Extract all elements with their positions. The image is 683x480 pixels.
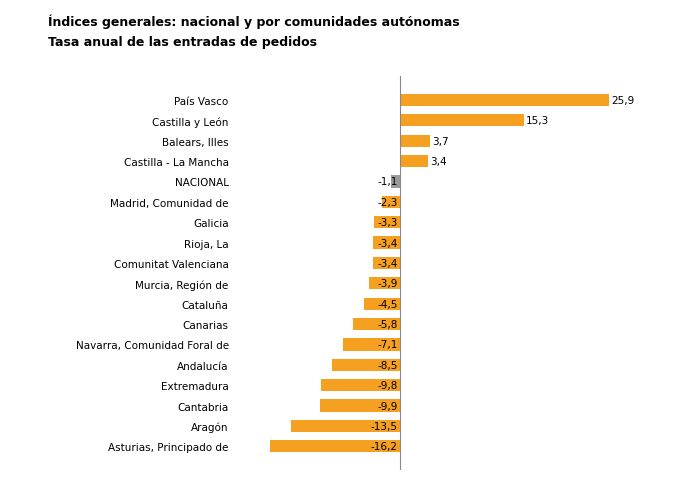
Text: -13,5: -13,5 (371, 421, 398, 431)
Bar (400, 95, 609, 107)
Bar (332, 359, 400, 371)
Text: -3,9: -3,9 (378, 279, 398, 289)
Bar (343, 339, 400, 351)
Text: Tasa anual de las entradas de pedidos: Tasa anual de las entradas de pedidos (48, 36, 317, 49)
Text: -9,9: -9,9 (378, 401, 398, 411)
Text: 3,7: 3,7 (432, 136, 449, 146)
Bar (400, 135, 430, 147)
Text: -5,8: -5,8 (378, 319, 398, 329)
Text: -3,3: -3,3 (378, 218, 398, 228)
Bar (391, 176, 400, 188)
Text: Índices generales: nacional y por comunidades autónomas: Índices generales: nacional y por comuni… (48, 14, 460, 29)
Text: -16,2: -16,2 (371, 442, 398, 451)
Text: 3,4: 3,4 (430, 157, 447, 167)
Bar (400, 156, 428, 168)
Text: -7,1: -7,1 (378, 340, 398, 350)
Bar (400, 115, 524, 127)
Bar (270, 440, 400, 453)
Bar (364, 298, 400, 310)
Bar (373, 237, 400, 249)
Bar (320, 400, 400, 412)
Text: -9,8: -9,8 (378, 381, 398, 390)
Text: -2,3: -2,3 (378, 197, 398, 207)
Text: -1,1: -1,1 (378, 177, 398, 187)
Bar (354, 318, 400, 331)
Bar (373, 257, 400, 270)
Bar (369, 277, 400, 290)
Text: -8,5: -8,5 (378, 360, 398, 370)
Text: 25,9: 25,9 (611, 96, 635, 106)
Text: -3,4: -3,4 (378, 258, 398, 268)
Bar (374, 216, 400, 229)
Bar (292, 420, 400, 432)
Text: -4,5: -4,5 (378, 299, 398, 309)
Text: -3,4: -3,4 (378, 238, 398, 248)
Bar (321, 379, 400, 392)
Bar (382, 196, 400, 208)
Text: 15,3: 15,3 (526, 116, 549, 126)
